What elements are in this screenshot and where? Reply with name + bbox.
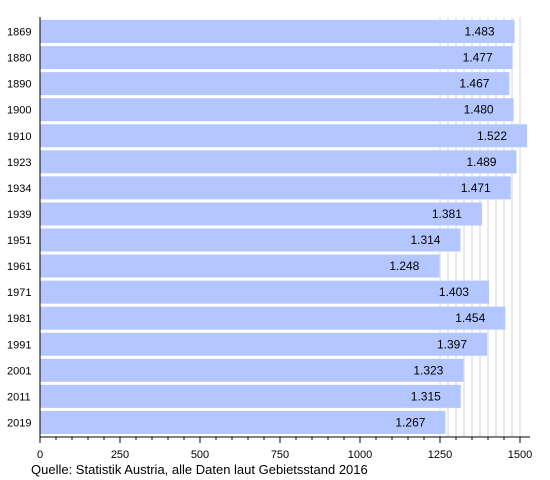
x-tick-label: 750 (271, 449, 289, 461)
bar (40, 358, 464, 382)
value-label: 1.403 (439, 285, 469, 299)
axis-layer: 1869 1880 1890 1900 1910 1923 1934 1939 1951 1961… (7, 17, 532, 461)
bar (40, 384, 461, 408)
category-label: 1981 (7, 313, 31, 325)
category-label: 1869 (7, 27, 31, 39)
value-label: 1.314 (410, 233, 440, 247)
bar (40, 46, 513, 70)
category-label: 1991 (7, 339, 31, 351)
source-note: Quelle: Statistik Austria, alle Daten la… (31, 462, 368, 477)
value-label: 1.248 (389, 259, 419, 273)
x-tick-label: 1000 (348, 449, 372, 461)
value-label: 1.467 (459, 77, 489, 91)
bar-layer: 1.483 1.477 1.467 1.480 1.522 1.489 1.471 1.381… (40, 20, 528, 434)
bar (40, 202, 482, 226)
bar (40, 228, 461, 252)
bar (40, 20, 515, 43)
category-label: 2011 (7, 391, 31, 403)
value-label: 1.483 (465, 25, 495, 39)
value-label: 1.480 (464, 103, 494, 117)
value-label: 1.315 (411, 389, 441, 403)
value-label: 1.397 (437, 337, 467, 351)
category-label: 1890 (7, 79, 31, 91)
bar (40, 72, 510, 96)
value-label: 1.477 (463, 51, 493, 65)
category-label: 1900 (7, 105, 31, 117)
bar (40, 98, 514, 122)
x-tick-label: 250 (111, 449, 129, 461)
bar (40, 306, 506, 330)
category-label: 1880 (7, 53, 31, 65)
bar (40, 150, 517, 174)
value-label: 1.454 (455, 311, 485, 325)
x-tick-label: 1250 (428, 449, 452, 461)
value-label: 1.323 (413, 363, 443, 377)
category-label: 1934 (7, 183, 31, 195)
bar (40, 176, 511, 200)
x-tick-label: 1500 (508, 449, 532, 461)
category-label: 2001 (7, 365, 31, 377)
category-label: 2019 (7, 417, 31, 429)
category-label: 1939 (7, 209, 31, 221)
value-label: 1.381 (432, 207, 462, 221)
x-tick-label: 500 (191, 449, 209, 461)
bar (40, 410, 446, 434)
value-label: 1.522 (477, 129, 507, 143)
category-label: 1971 (7, 287, 31, 299)
value-label: 1.471 (461, 181, 491, 195)
category-label: 1961 (7, 261, 31, 273)
bar (40, 254, 440, 278)
bar (40, 124, 528, 148)
bar (40, 332, 488, 356)
value-label: 1.267 (395, 415, 425, 429)
category-label: 1951 (7, 235, 31, 247)
x-tick-label: 0 (37, 449, 43, 461)
value-label: 1.489 (466, 155, 496, 169)
category-label: 1910 (7, 131, 31, 143)
bar (40, 280, 489, 304)
category-label: 1923 (7, 157, 31, 169)
